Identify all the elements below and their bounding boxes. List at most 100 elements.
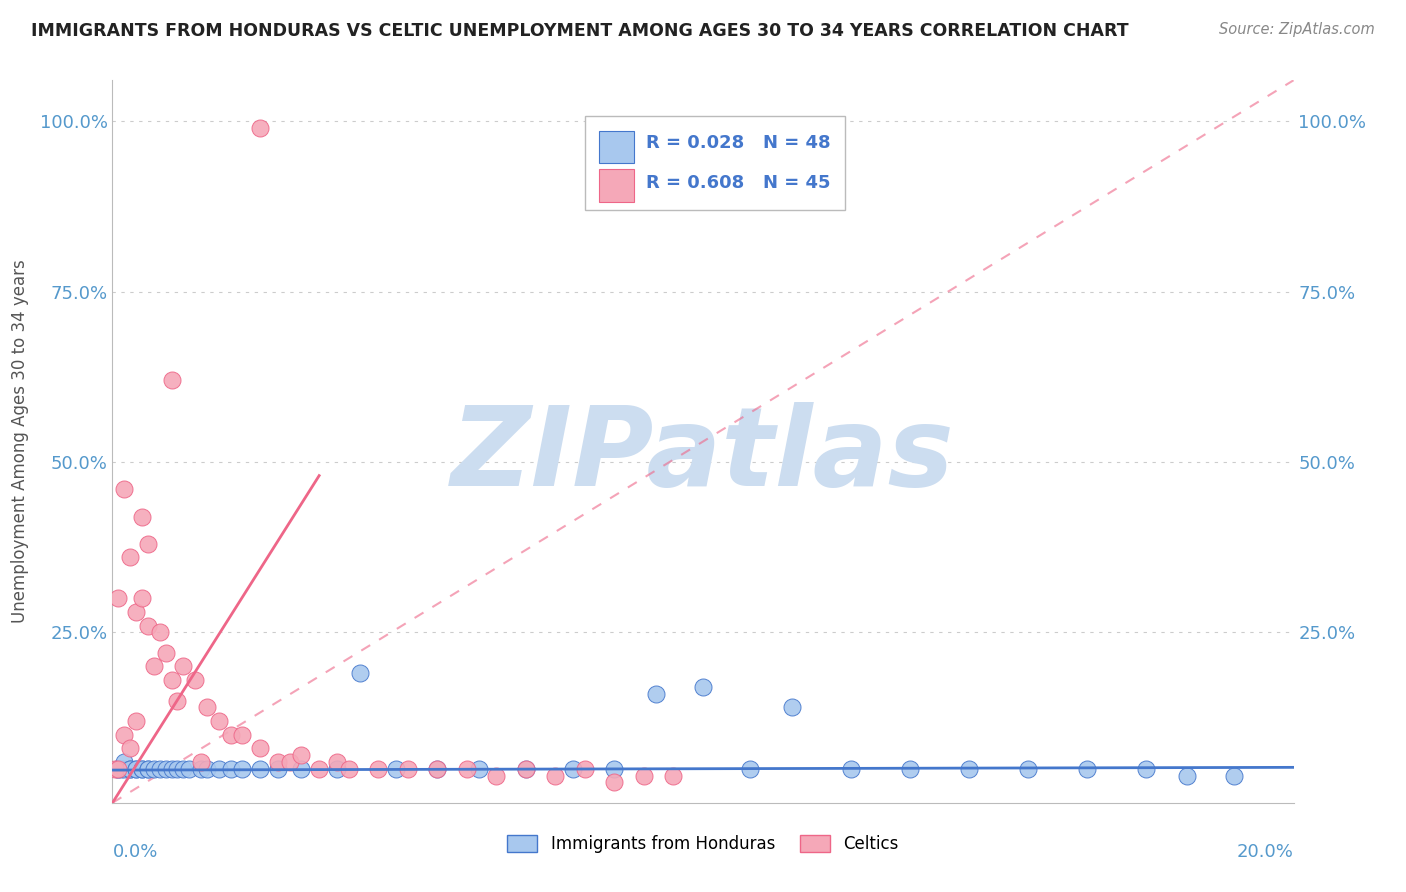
Point: [219, 762, 242, 776]
Point: [385, 762, 408, 776]
Point: [456, 762, 478, 776]
Point: [172, 762, 194, 776]
Point: [1017, 762, 1039, 776]
Legend: Immigrants from Honduras, Celtics: Immigrants from Honduras, Celtics: [501, 828, 905, 860]
Point: [149, 625, 172, 640]
Text: IMMIGRANTS FROM HONDURAS VS CELTIC UNEMPLOYMENT AMONG AGES 30 TO 34 YEARS CORREL: IMMIGRANTS FROM HONDURAS VS CELTIC UNEMP…: [31, 22, 1129, 40]
Point: [179, 762, 201, 776]
Point: [337, 762, 360, 776]
Point: [125, 714, 148, 728]
Point: [120, 762, 142, 776]
Text: R = 0.028   N = 48: R = 0.028 N = 48: [647, 134, 831, 153]
Point: [267, 755, 290, 769]
Bar: [599, 169, 634, 202]
Point: [574, 762, 596, 776]
Point: [208, 714, 231, 728]
Point: [195, 762, 218, 776]
Point: [231, 728, 253, 742]
Point: [155, 646, 177, 660]
Point: [326, 762, 349, 776]
Point: [112, 482, 135, 496]
Point: [957, 762, 980, 776]
Point: [1076, 762, 1098, 776]
Point: [125, 762, 148, 776]
Point: [249, 762, 271, 776]
Point: [267, 762, 290, 776]
Point: [131, 591, 153, 606]
Point: [125, 605, 148, 619]
Point: [112, 755, 135, 769]
Point: [166, 693, 188, 707]
Point: [839, 762, 862, 776]
Point: [142, 659, 165, 673]
Point: [104, 762, 127, 776]
Point: [219, 728, 242, 742]
Text: R = 0.608   N = 45: R = 0.608 N = 45: [647, 174, 831, 192]
Point: [740, 762, 762, 776]
Text: Source: ZipAtlas.com: Source: ZipAtlas.com: [1219, 22, 1375, 37]
Y-axis label: Unemployment Among Ages 30 to 34 years: Unemployment Among Ages 30 to 34 years: [10, 260, 28, 624]
Point: [562, 762, 585, 776]
Point: [112, 762, 135, 776]
Point: [249, 741, 271, 756]
Point: [249, 120, 271, 135]
Point: [898, 762, 921, 776]
Point: [136, 618, 159, 632]
Point: [278, 755, 301, 769]
Point: [1223, 768, 1246, 782]
Text: 20.0%: 20.0%: [1237, 843, 1294, 861]
Point: [160, 373, 183, 387]
Point: [110, 762, 132, 776]
Point: [105, 762, 128, 776]
Point: [190, 755, 212, 769]
Point: [195, 700, 218, 714]
Point: [120, 741, 142, 756]
Point: [107, 591, 129, 606]
Point: [308, 762, 330, 776]
Point: [172, 659, 194, 673]
Point: [120, 550, 142, 565]
Point: [644, 687, 666, 701]
Point: [1175, 768, 1198, 782]
Point: [120, 762, 142, 776]
Point: [142, 762, 165, 776]
Point: [326, 755, 349, 769]
Point: [136, 537, 159, 551]
Point: [160, 673, 183, 687]
Point: [603, 775, 626, 789]
Point: [367, 762, 389, 776]
Point: [155, 762, 177, 776]
Point: [231, 762, 253, 776]
Text: 0.0%: 0.0%: [112, 843, 157, 861]
Point: [467, 762, 489, 776]
Point: [208, 762, 231, 776]
Point: [131, 762, 153, 776]
Point: [515, 762, 537, 776]
Point: [692, 680, 714, 694]
Point: [136, 762, 159, 776]
Point: [166, 762, 188, 776]
Point: [160, 762, 183, 776]
Point: [149, 762, 172, 776]
Point: [780, 700, 803, 714]
Point: [485, 768, 508, 782]
Point: [136, 762, 159, 776]
Point: [1135, 762, 1157, 776]
Point: [662, 768, 685, 782]
Point: [426, 762, 449, 776]
Bar: [599, 131, 634, 163]
Point: [633, 768, 655, 782]
Point: [290, 748, 312, 763]
Point: [515, 762, 537, 776]
Point: [131, 762, 153, 776]
Point: [112, 728, 135, 742]
Point: [184, 673, 207, 687]
Point: [603, 762, 626, 776]
Point: [107, 762, 129, 776]
Point: [290, 762, 312, 776]
Point: [426, 762, 449, 776]
Point: [131, 509, 153, 524]
FancyBboxPatch shape: [585, 117, 845, 211]
Point: [544, 768, 567, 782]
Point: [349, 666, 371, 681]
